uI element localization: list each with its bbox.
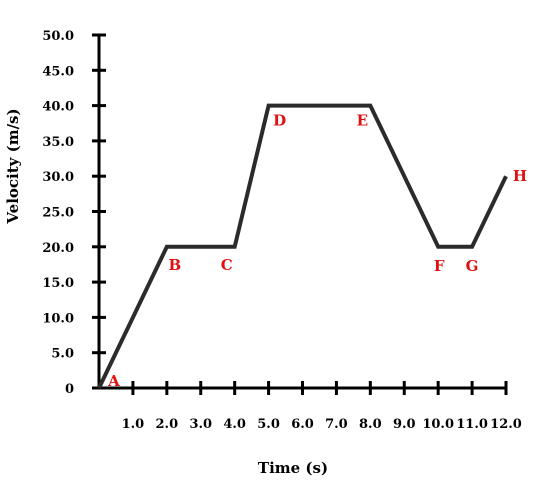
point-label-f: F — [434, 257, 445, 275]
x-tick-label: 1.0 — [122, 417, 145, 432]
x-tick-label: 10.0 — [422, 417, 454, 432]
x-tick-label: 3.0 — [189, 417, 212, 432]
y-tick-label: 0 — [65, 382, 74, 397]
y-tick-label: 45.0 — [42, 64, 74, 79]
point-label-b: B — [168, 256, 181, 274]
y-tick-label: 20.0 — [42, 241, 74, 256]
y-tick-label: 35.0 — [42, 135, 74, 150]
y-tick-label: 15.0 — [42, 276, 74, 291]
point-label-a: A — [107, 372, 120, 390]
x-tick-label: 2.0 — [156, 417, 179, 432]
x-tick-label: 11.0 — [456, 417, 488, 432]
x-tick-label: 5.0 — [257, 417, 280, 432]
point-label-e: E — [357, 112, 368, 130]
x-ticks: 1.0 2.0 3.0 4.0 5.0 6.0 7.0 8.0 9.0 10.0 11.0 12.0 — [122, 381, 522, 432]
x-axis-group: 1.0 2.0 3.0 4.0 5.0 6.0 7.0 8.0 9.0 10.0 11.0 12.0 — [99, 381, 522, 432]
x-tick-label: 4.0 — [223, 417, 246, 432]
x-tick-label: 7.0 — [325, 417, 348, 432]
x-tick-label: 8.0 — [359, 417, 382, 432]
x-tick-label: 6.0 — [291, 417, 314, 432]
y-tick-label: 30.0 — [42, 170, 74, 185]
velocity-series-line — [97, 103, 508, 389]
point-label-c: C — [221, 256, 233, 274]
y-tick-label: 40.0 — [42, 100, 74, 115]
y-axis-title: Velocity (m/s) — [4, 108, 22, 224]
y-tick-label: 50.0 — [42, 29, 74, 44]
point-label-h: H — [513, 167, 527, 185]
y-axis-group: 0 5.0 10.0 15.0 20.0 25.0 30.0 35.0 40.0 45.0 50.0 — [42, 29, 106, 397]
point-label-g: G — [466, 257, 479, 275]
point-labels: A B C D E F G H — [107, 112, 527, 390]
y-tick-label: 10.0 — [42, 311, 74, 326]
point-label-d: D — [273, 112, 286, 130]
y-tick-label: 25.0 — [42, 206, 74, 221]
y-ticks: 0 5.0 10.0 15.0 20.0 25.0 30.0 35.0 40.0 45.0 50.0 — [42, 29, 106, 397]
y-tick-label: 5.0 — [51, 347, 74, 362]
x-axis-title: Time (s) — [258, 459, 328, 477]
x-tick-label: 9.0 — [393, 417, 416, 432]
x-tick-label: 12.0 — [490, 417, 522, 432]
